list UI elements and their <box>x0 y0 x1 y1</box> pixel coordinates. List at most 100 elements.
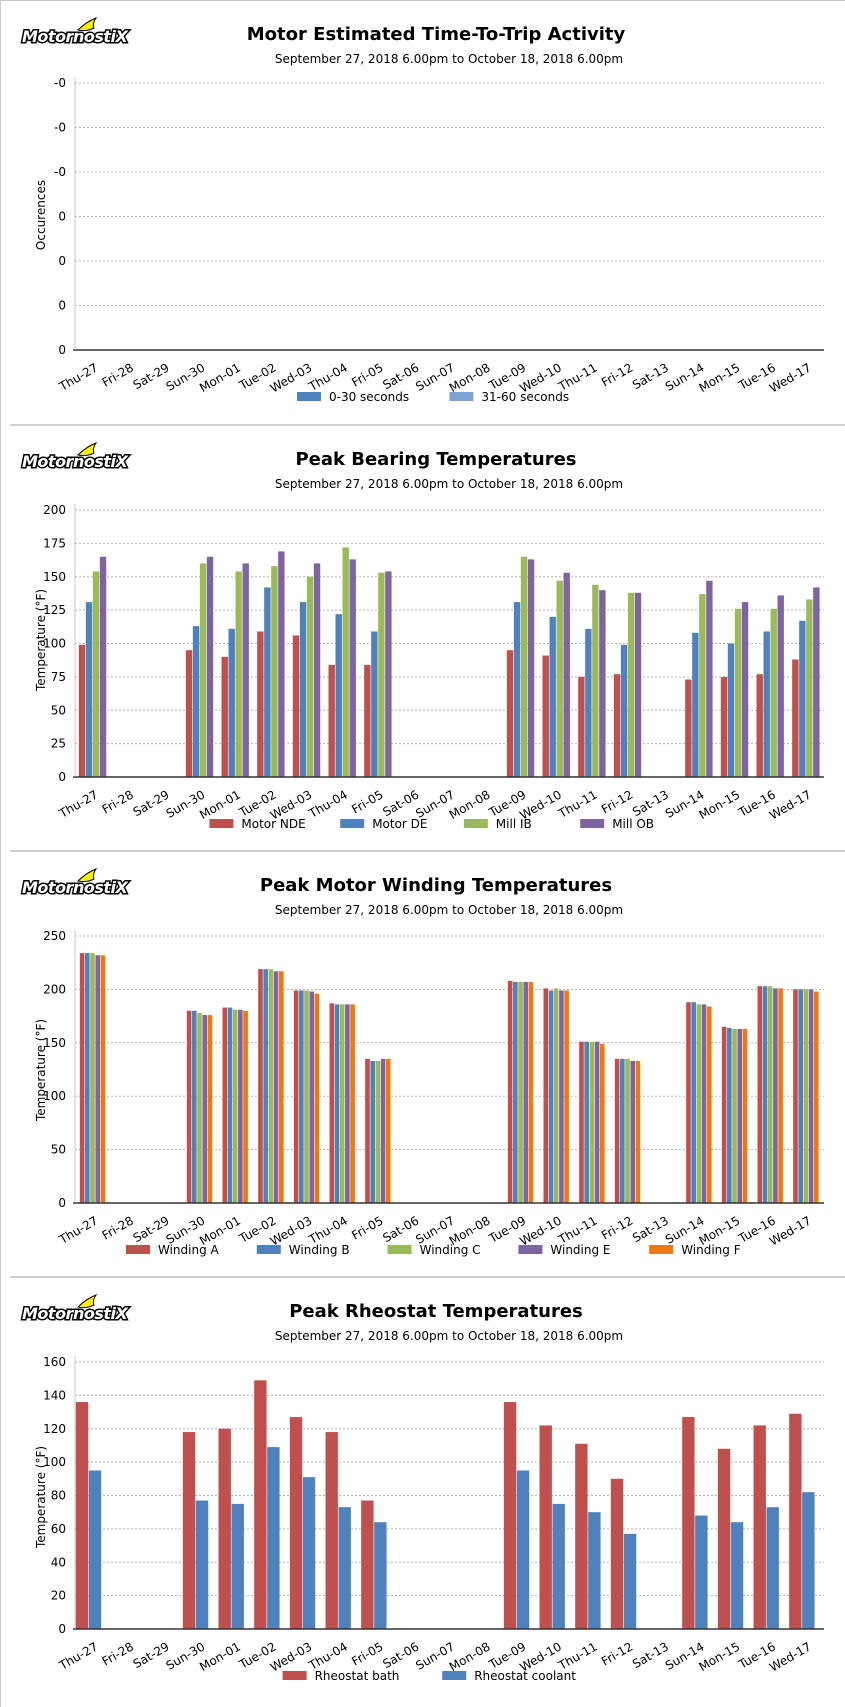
bar <box>556 580 563 777</box>
bar <box>506 650 514 777</box>
legend-label: Motor DE <box>372 817 427 831</box>
bar <box>737 1028 743 1203</box>
bar <box>813 587 820 777</box>
bar <box>235 571 242 777</box>
bar <box>289 1417 303 1629</box>
chart-title: Peak Rheostat Temperatures <box>289 1301 583 1322</box>
bar <box>335 614 342 777</box>
bar <box>78 644 86 777</box>
chart-subtitle: September 27, 2018 6.00pm to October 18,… <box>275 477 623 491</box>
bar <box>806 599 813 777</box>
x-tick-label: Thu-11 <box>555 787 599 821</box>
bar <box>271 566 278 777</box>
bar <box>730 1522 744 1629</box>
x-tick-label: Sat-13 <box>630 1639 671 1671</box>
legend-swatch <box>463 819 488 828</box>
y-axis-label: Temperature (°F) <box>34 589 48 692</box>
legend-label: 31-60 seconds <box>481 390 569 404</box>
x-tick-label: Thu-27 <box>56 360 100 394</box>
legend-label: 0-30 seconds <box>329 390 409 404</box>
bar <box>808 989 814 1203</box>
bar <box>701 1004 707 1203</box>
x-tick-label: Mon-15 <box>696 360 742 395</box>
bar <box>627 592 635 777</box>
bar <box>299 602 307 777</box>
legend-item: Mill OB <box>580 817 654 831</box>
x-tick-label: Sat-06 <box>380 1639 421 1671</box>
legend-label: Winding E <box>550 1243 610 1257</box>
bar <box>242 563 249 777</box>
bar <box>696 1004 702 1203</box>
bar <box>518 981 523 1203</box>
y-tick-label: 160 <box>43 1355 66 1369</box>
x-tick-label: Sat-13 <box>630 787 671 819</box>
bird-icon <box>77 16 98 32</box>
y-axis-label: Temperature (°F) <box>34 1446 48 1549</box>
legend-item: Winding E <box>518 1243 611 1257</box>
page-top-border <box>0 0 845 1</box>
y-tick-label: 125 <box>43 603 66 617</box>
y-tick-label: 60 <box>51 1522 66 1536</box>
bar <box>589 1041 595 1203</box>
y-tick-label: 200 <box>43 982 66 996</box>
bar <box>727 1027 732 1203</box>
page-left-border <box>0 0 1 1707</box>
bar <box>559 990 564 1203</box>
bar <box>221 656 228 777</box>
y-tick-label: 150 <box>43 570 66 584</box>
bar <box>579 1041 584 1203</box>
bar <box>549 616 556 777</box>
bird-icon <box>77 441 98 457</box>
bar <box>803 989 809 1203</box>
x-tick-label: Fri-12 <box>599 1213 635 1242</box>
bar <box>385 571 392 777</box>
bar <box>232 1009 238 1203</box>
bar <box>620 644 628 777</box>
bar <box>257 631 264 777</box>
y-tick-label: 75 <box>51 670 66 684</box>
y-tick-label: -0 <box>54 76 66 90</box>
bar <box>625 1058 630 1203</box>
bar <box>773 988 778 1203</box>
bar <box>623 1533 637 1629</box>
y-tick-label: 40 <box>51 1555 66 1569</box>
bar <box>720 676 728 777</box>
x-tick-label: Fri-28 <box>100 1213 136 1242</box>
x-tick-label: Mon-01 <box>197 360 243 395</box>
bar <box>543 988 549 1203</box>
bar <box>202 1015 208 1203</box>
y-tick-label: 250 <box>43 929 66 943</box>
bar <box>231 1503 244 1629</box>
bar <box>293 990 299 1203</box>
bar <box>329 1003 335 1203</box>
legend-label: Rheostat bath <box>315 1669 400 1683</box>
bar <box>763 631 770 777</box>
chart-title: Peak Bearing Temperatures <box>295 449 576 470</box>
chart-title: Peak Motor Winding Temperatures <box>260 875 612 896</box>
bar <box>766 1507 779 1629</box>
y-tick-label: 100 <box>43 637 66 651</box>
legend-swatch <box>518 1245 543 1254</box>
bar <box>741 602 749 777</box>
bar <box>302 1477 316 1629</box>
x-tick-label: Thu-27 <box>56 787 100 821</box>
y-tick-label: 150 <box>43 1036 66 1050</box>
bar <box>192 1010 197 1203</box>
legend-item: 0-30 seconds <box>297 390 409 404</box>
motornostix-logo: MotornostiX <box>21 867 130 899</box>
bar <box>692 632 699 777</box>
bar <box>267 1447 280 1629</box>
bar <box>314 993 320 1203</box>
logo-text: MotornostiX <box>22 27 128 46</box>
bar <box>375 1060 381 1203</box>
bar <box>552 1503 565 1629</box>
bar <box>798 989 803 1203</box>
bar <box>542 655 549 777</box>
bar <box>777 595 784 777</box>
bar <box>85 953 90 1203</box>
bar <box>584 1041 589 1203</box>
x-tick-label: Mon-15 <box>696 787 742 822</box>
bar <box>734 608 742 777</box>
bar <box>95 955 101 1203</box>
bar <box>594 1041 600 1203</box>
